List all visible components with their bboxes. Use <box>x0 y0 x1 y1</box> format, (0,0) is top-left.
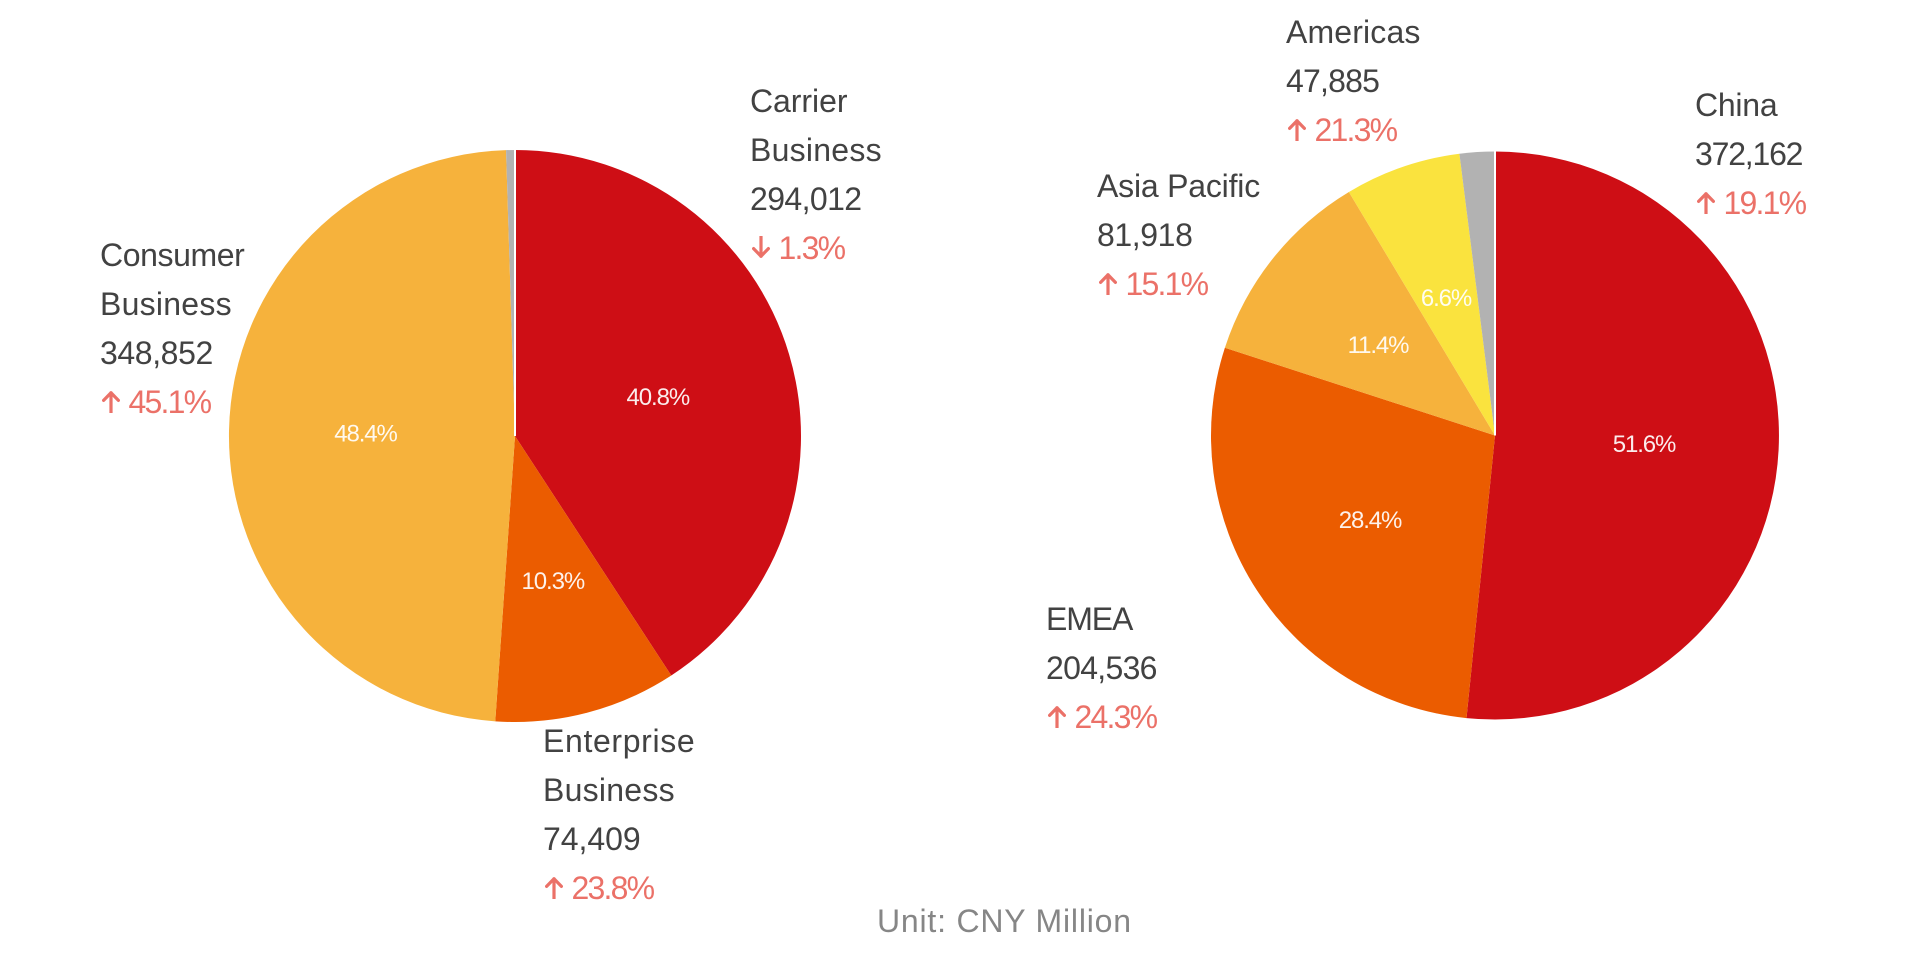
svg-text:40.8%: 40.8% <box>627 384 690 411</box>
svg-text:11.4%: 11.4% <box>1348 332 1410 359</box>
svg-text:6.6%: 6.6% <box>1421 285 1472 312</box>
svg-text:51.6%: 51.6% <box>1613 431 1676 458</box>
svg-text:10.3%: 10.3% <box>522 568 585 595</box>
svg-text:48.4%: 48.4% <box>334 421 397 448</box>
svg-text:28.4%: 28.4% <box>1339 507 1402 534</box>
